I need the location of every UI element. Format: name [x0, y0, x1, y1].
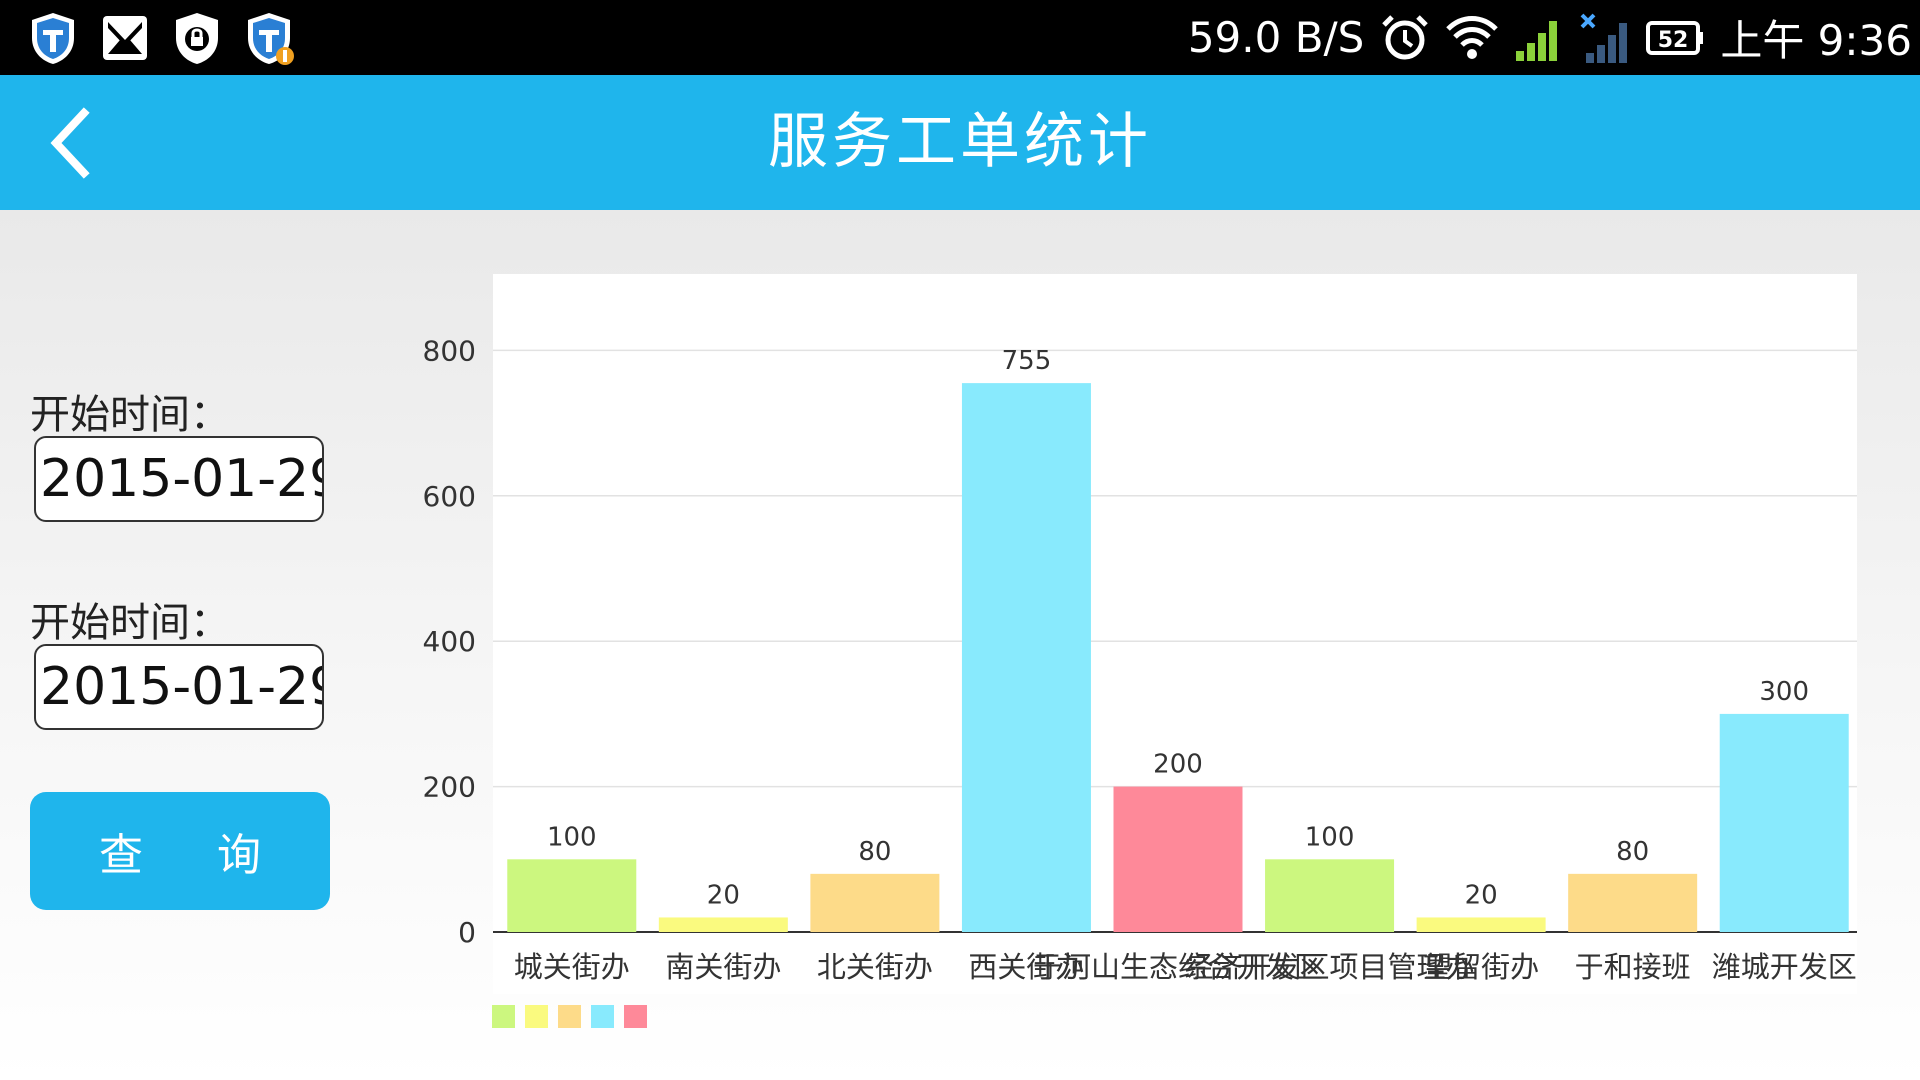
legend-swatch [624, 1005, 647, 1028]
content-area: 开始时间： 开始时间： 查 询 0 200 400 600 800 100 城关街办 20 南关… [0, 210, 1920, 1080]
status-bar: 59.0 B/S 52 [0, 0, 1920, 75]
bar [1416, 917, 1546, 932]
bar [961, 383, 1091, 932]
category-label: 望留街办 [1423, 950, 1539, 984]
start-time-label: 开始时间： [30, 392, 230, 438]
y-tick-label: 200 [423, 771, 476, 804]
battery-level: 52 [1658, 28, 1689, 53]
lock-shield-app-icon [176, 13, 218, 64]
notification-icons [28, 10, 294, 66]
category-label: 于河山生态综合开发区 [1033, 950, 1323, 984]
wifi-icon [1446, 15, 1499, 59]
y-tick-label: 600 [423, 480, 476, 513]
y-tick-label: 400 [423, 625, 476, 658]
bar-value-label: 20 [1465, 880, 1498, 910]
bar [1265, 859, 1395, 932]
bar-chart: 0 200 400 600 800 100 城关街办 20 南关街办 80 北关街办 755 西关街办 2… [423, 334, 1857, 1028]
battery-icon: 52 [1646, 20, 1704, 55]
alarm-icon [1382, 14, 1429, 59]
clock: 上午 9:36 [1720, 16, 1912, 65]
query-button[interactable]: 查 询 [30, 792, 330, 910]
chevron-left-icon [50, 107, 90, 179]
network-speed: 59.0 B/S [1187, 13, 1365, 62]
category-label: 经济开发区项目管理办 [1185, 950, 1475, 984]
category-label: 南关街办 [665, 950, 781, 984]
system-status: 59.0 B/S 52 [1188, 0, 1912, 75]
y-tick-label: 0 [458, 916, 476, 949]
y-tick-label: 800 [423, 334, 476, 367]
shield-app-icon [32, 13, 74, 64]
category-label: 城关街办 [514, 950, 630, 984]
bar-value-label: 20 [707, 880, 740, 910]
legend-swatch [591, 1005, 614, 1028]
title-bar: 服务工单统计 [0, 75, 1920, 210]
bar-value-label: 80 [858, 837, 891, 867]
start-date-input[interactable] [34, 436, 324, 522]
bar [658, 917, 788, 932]
signal-disconnected-icon [1580, 13, 1628, 63]
bar-value-label: 200 [1153, 750, 1203, 780]
bar-value-label: 300 [1759, 677, 1809, 707]
bar [1568, 873, 1698, 932]
end-time-label: 开始时间： [30, 600, 230, 646]
legend-swatch [492, 1005, 515, 1028]
end-date-input[interactable] [34, 644, 324, 730]
category-label: 潍城开发区 [1712, 950, 1857, 984]
legend-swatch [525, 1005, 548, 1028]
category-label: 北关街办 [817, 950, 933, 984]
bar [810, 873, 940, 932]
bar-value-label: 80 [1616, 837, 1649, 867]
bar-value-label: 755 [1002, 346, 1052, 376]
mail-app-icon [103, 16, 147, 60]
bar-value-label: 100 [547, 822, 597, 852]
page-title: 服务工单统计 [768, 107, 1152, 177]
category-label: 西关街办 [968, 950, 1084, 984]
bar-value-label: 100 [1305, 822, 1355, 852]
category-label: 于和接班 [1575, 950, 1691, 984]
bar [1719, 713, 1849, 932]
shield-badge-app-icon [248, 13, 294, 65]
back-button[interactable] [40, 103, 110, 183]
legend-swatch [558, 1005, 581, 1028]
bar [507, 859, 637, 932]
bar [1113, 786, 1243, 932]
signal-icon [1516, 20, 1558, 61]
